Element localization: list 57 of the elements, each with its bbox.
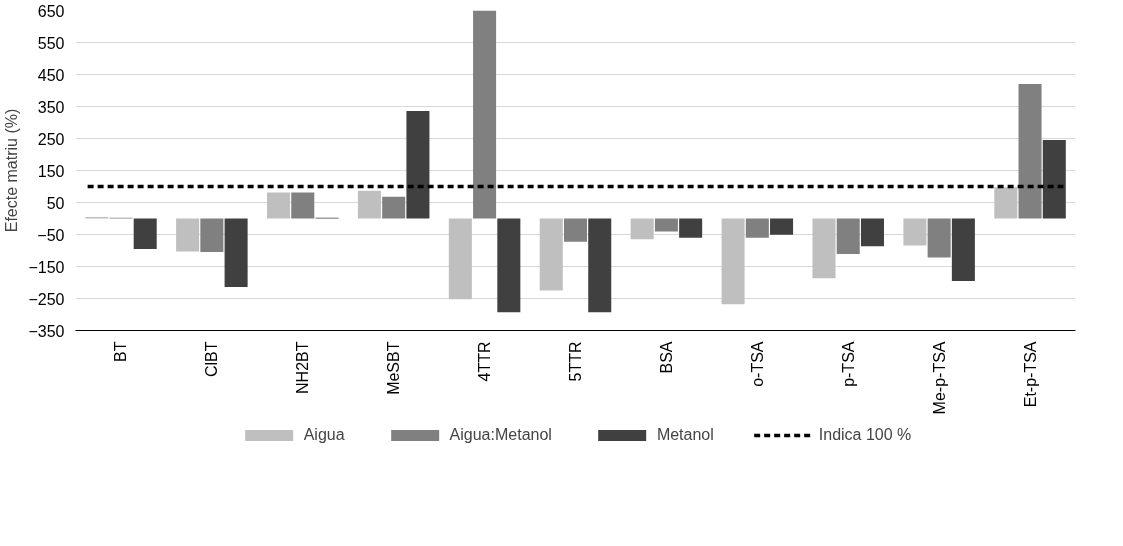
bar [994,187,1018,219]
y-axis-title: Efecte matriu (%) [3,108,21,233]
legend-label: Indica 100 % [818,426,912,444]
bar [951,218,975,281]
bar [176,218,200,252]
x-tick-label: o-TSA [748,341,766,387]
bar [267,192,291,219]
legend-label: Aigua [303,426,345,444]
bar [539,218,563,291]
x-tick-label: BSA [657,341,675,374]
bar [224,218,248,287]
bar [473,10,497,219]
bar [382,196,406,219]
bar [291,192,315,219]
y-tick-label: 550 [37,34,65,52]
bar [357,190,381,219]
x-tick-label: 5TTR [567,341,584,382]
bar [654,218,678,232]
bar [812,218,836,279]
bar [588,218,612,313]
bar [563,218,588,242]
y-tick-label: −50 [37,226,65,244]
y-tick-label: 650 [37,2,65,20]
legend-label: Metanol [656,426,714,444]
x-tick-label: BT [112,341,130,362]
bar [721,218,745,305]
y-tick-label: 50 [46,194,65,212]
bar [745,218,769,238]
bar [630,218,654,240]
bar [860,218,884,247]
x-tick-label: Et-p-TSA [1021,341,1039,408]
x-tick-label: MeSBT [385,341,403,395]
y-tick-label: −250 [28,290,65,308]
y-tick-label: 450 [37,66,65,84]
bar [1042,140,1066,219]
bar [200,218,224,253]
bar [770,218,794,235]
bar [903,218,927,246]
x-tick-label: 4TTR [476,341,494,382]
bar [133,218,157,249]
bar [497,218,521,313]
legend-label: Aigua:Metanol [449,426,552,444]
x-tick-label: Me-p-TSA [930,341,948,415]
y-tick-label: 350 [37,98,65,116]
x-tick-label: p-TSA [839,341,857,387]
bar [927,218,951,258]
bar [836,218,860,255]
x-tick-label: NH2BT [294,341,312,394]
y-tick-label: 250 [37,130,65,148]
x-tick-label: ClBT [203,341,221,378]
bar [406,110,430,219]
bar [679,218,703,238]
y-tick-label: −350 [28,322,65,340]
bar [448,218,472,300]
y-tick-label: −150 [28,258,65,276]
bar [1018,84,1042,219]
y-tick-label: 150 [37,162,65,180]
